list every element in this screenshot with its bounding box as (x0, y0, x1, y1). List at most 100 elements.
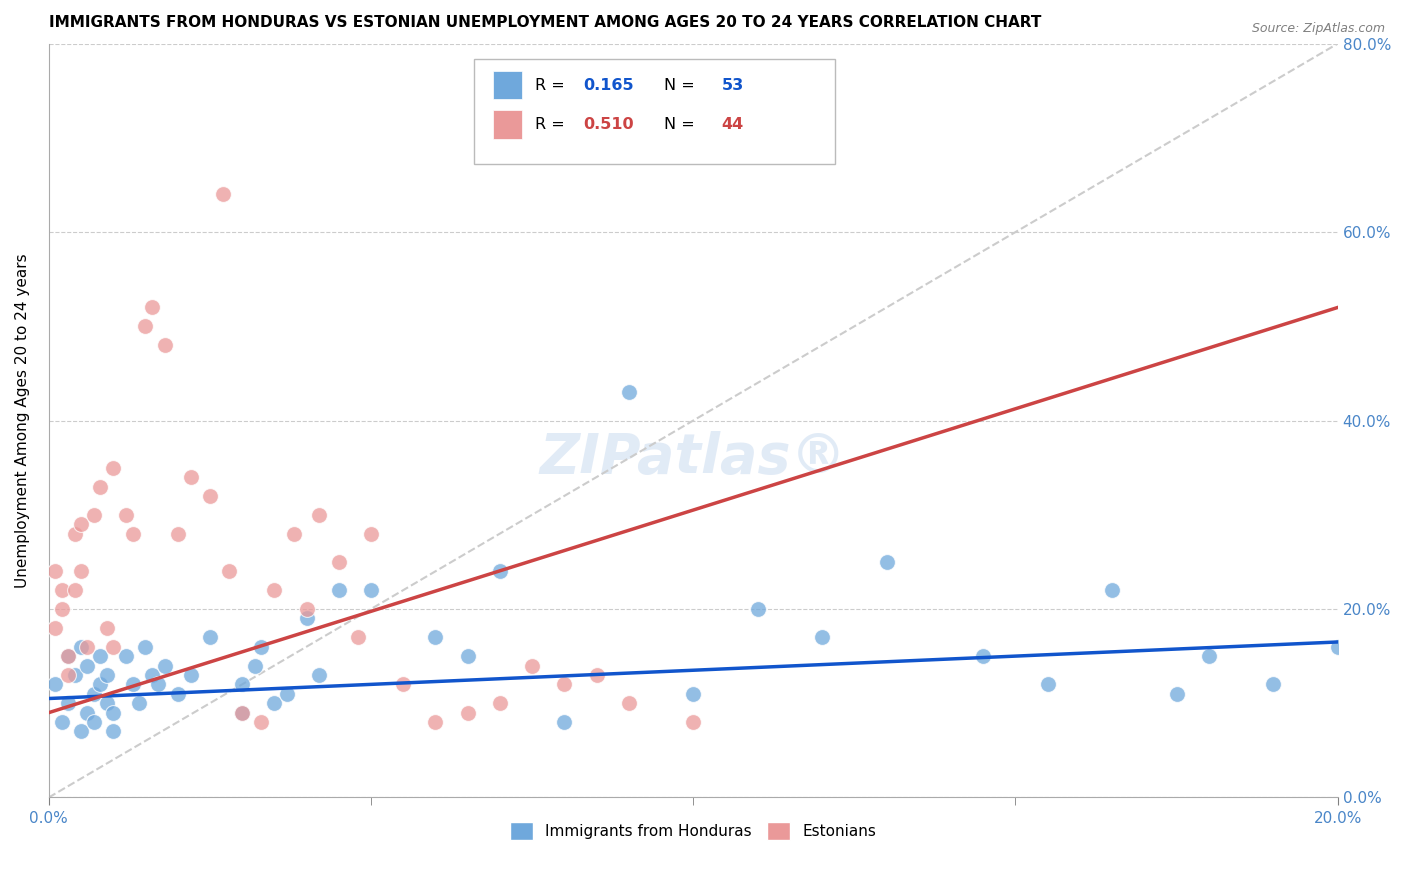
Point (585, 668, 607, 682)
Point (392, 677, 415, 691)
Point (425, 630, 447, 644)
Point (103, 460, 125, 475)
Point (457, 649, 479, 664)
Point (56, 668, 79, 682)
Point (198, 630, 221, 644)
Point (148, 677, 170, 691)
Point (76, 706, 98, 720)
Point (328, 555, 350, 569)
Point (128, 696, 150, 710)
Point (103, 640, 125, 654)
Point (153, 338, 176, 352)
Text: N =: N = (664, 117, 699, 132)
Point (360, 526, 382, 541)
Point (747, 602, 769, 616)
Point (308, 668, 330, 682)
Point (76, 640, 98, 654)
Point (44, 621, 66, 635)
Point (198, 489, 221, 503)
Point (83, 508, 105, 522)
Point (70, 640, 93, 654)
Point (811, 630, 834, 644)
FancyBboxPatch shape (474, 59, 835, 164)
Point (1263, 677, 1285, 691)
Point (134, 640, 156, 654)
Point (231, 706, 253, 720)
Point (243, 658, 266, 673)
Point (553, 714, 575, 729)
Point (218, 564, 240, 578)
Point (295, 602, 318, 616)
Point (360, 583, 382, 598)
Point (231, 677, 253, 691)
Point (308, 508, 330, 522)
Point (51, 602, 73, 616)
Text: IMMIGRANTS FROM HONDURAS VS ESTONIAN UNEMPLOYMENT AMONG AGES 20 TO 24 YEARS CORR: IMMIGRANTS FROM HONDURAS VS ESTONIAN UNE… (49, 15, 1040, 30)
Point (347, 630, 370, 644)
Point (231, 706, 253, 720)
Point (1036, 677, 1059, 691)
Point (1198, 649, 1220, 664)
Point (83, 687, 105, 701)
Point (457, 706, 479, 720)
Point (56, 696, 79, 710)
Point (520, 658, 543, 673)
Point (250, 640, 273, 654)
Point (70, 517, 93, 532)
Point (70, 564, 93, 578)
Point (682, 687, 704, 701)
Point (250, 714, 273, 729)
Text: R =: R = (534, 117, 569, 132)
Point (96, 668, 118, 682)
Point (1326, 640, 1348, 654)
Point (141, 668, 163, 682)
Text: N =: N = (664, 78, 699, 93)
Text: 0.165: 0.165 (583, 78, 634, 93)
Point (103, 706, 125, 720)
Text: Source: ZipAtlas.com: Source: ZipAtlas.com (1251, 22, 1385, 36)
Point (63, 526, 86, 541)
Point (83, 714, 105, 729)
Point (972, 649, 994, 664)
Point (682, 714, 704, 729)
Text: 0.510: 0.510 (583, 117, 634, 132)
Point (63, 668, 86, 682)
Point (76, 658, 98, 673)
Text: ZIPatlas®: ZIPatlas® (540, 431, 846, 485)
Point (617, 696, 640, 710)
Point (121, 677, 143, 691)
Point (134, 319, 156, 334)
Y-axis label: Unemployment Among Ages 20 to 24 years: Unemployment Among Ages 20 to 24 years (15, 253, 30, 588)
Point (328, 583, 350, 598)
Text: 44: 44 (721, 117, 744, 132)
Text: 53: 53 (721, 78, 744, 93)
Point (617, 385, 640, 400)
Bar (494, 110, 522, 138)
Point (89, 649, 111, 664)
Point (96, 696, 118, 710)
Point (89, 677, 111, 691)
Text: R =: R = (534, 78, 569, 93)
Point (1166, 687, 1188, 701)
Point (153, 658, 176, 673)
Point (141, 301, 163, 315)
Point (489, 696, 512, 710)
Legend: Immigrants from Honduras, Estonians: Immigrants from Honduras, Estonians (505, 815, 883, 847)
Point (96, 621, 118, 635)
Point (553, 677, 575, 691)
Point (211, 187, 233, 202)
Point (283, 526, 305, 541)
Point (63, 583, 86, 598)
Point (51, 714, 73, 729)
Point (115, 508, 138, 522)
Point (263, 696, 285, 710)
Point (89, 479, 111, 493)
Point (425, 714, 447, 729)
Point (295, 611, 318, 625)
Point (51, 583, 73, 598)
Point (489, 564, 512, 578)
Point (44, 677, 66, 691)
Point (166, 526, 188, 541)
Point (276, 687, 298, 701)
Point (103, 724, 125, 739)
